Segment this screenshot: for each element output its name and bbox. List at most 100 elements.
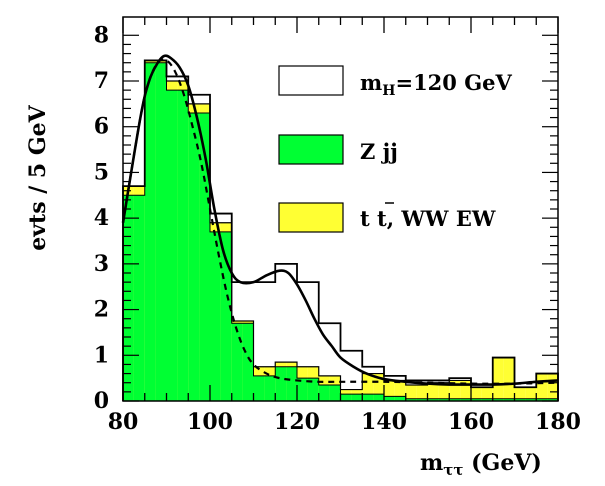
y-tick-label: 1 (94, 342, 109, 368)
fit-total-curve (121, 54, 559, 386)
y-tick-label: 5 (94, 159, 109, 185)
bar-ttww (449, 380, 461, 401)
bar-zjj (471, 398, 482, 401)
bar-signal (340, 350, 352, 401)
bar-signal (297, 282, 308, 401)
bar-zjj (351, 394, 363, 401)
bar-zjj (264, 375, 276, 401)
bar-zjj (514, 398, 526, 401)
x-tick-label: 160 (448, 409, 494, 435)
bar-zjj (416, 398, 428, 401)
bar-ttww (547, 373, 558, 401)
y-tick-label: 7 (94, 68, 109, 94)
bar-signal (351, 350, 363, 401)
bar-zjj (318, 385, 330, 401)
x-axis-title: mττ (GeV) (420, 450, 542, 479)
x-axis-title-unit: (GeV) (463, 450, 541, 476)
bar-signal (307, 282, 319, 401)
legend-label-signal-rest: =120 GeV (395, 70, 512, 95)
bar-zjj (166, 90, 178, 402)
bar-ttww (503, 357, 515, 401)
bar-zjj (144, 62, 156, 401)
x-tick-label: 80 (108, 409, 139, 435)
bar-ttww (394, 380, 406, 401)
bar-ttww (536, 373, 548, 401)
bar-ttww (514, 387, 526, 401)
bar-zjj (427, 398, 439, 401)
bar-zjj (253, 375, 265, 401)
bar-zjj (394, 396, 406, 401)
bar-zjj (503, 398, 515, 401)
bar-ttww (438, 382, 450, 401)
x-axis: 80 100 120 140 160 180 (108, 17, 581, 435)
bar-signal (329, 323, 341, 401)
bar-zjj (155, 62, 167, 401)
bar-ttww (525, 387, 537, 401)
fit-background-curve (121, 58, 559, 385)
plot-area (121, 54, 559, 402)
bar-zjj (384, 396, 395, 401)
bar-signal (318, 323, 330, 401)
bar-zjj (449, 398, 461, 401)
y-axis-title: evts / 5 GeV (25, 104, 51, 250)
bar-zjj (286, 366, 297, 401)
bar-ttww (416, 385, 428, 401)
bar-zjj (297, 378, 308, 401)
bar-zjj (275, 366, 287, 401)
bar-zjj (210, 231, 221, 401)
bar-zjj (199, 113, 210, 401)
bar-zjj (460, 398, 471, 401)
bar-zjj (329, 385, 341, 401)
legend-swatch-zjj (278, 134, 344, 165)
bar-ttww (471, 387, 482, 401)
bar-zjj (481, 398, 493, 401)
bar-ttww (427, 382, 439, 401)
bar-signal (275, 263, 287, 401)
bar-zjj (307, 378, 319, 401)
bar-ttww (373, 373, 384, 401)
y-tick-label: 2 (94, 297, 109, 323)
bar-zjj (123, 195, 134, 401)
step-outline-signal (122, 59, 559, 401)
legend-swatch-bkg (278, 202, 344, 233)
x-axis-title-sub: ττ (443, 461, 463, 479)
legend-label-signal-sub: H (382, 83, 395, 99)
legend-label-signal: mH=120 GeV (360, 70, 513, 99)
bar-signal (264, 282, 276, 401)
plot-frame (122, 16, 559, 402)
y-tick-label: 3 (94, 251, 109, 277)
y-tick-label: 8 (94, 22, 109, 48)
bar-zjj (405, 398, 417, 401)
y-axis: 0 1 2 3 4 5 6 7 8 (94, 22, 558, 414)
bar-signal (286, 263, 297, 401)
x-tick-label: 120 (274, 409, 320, 435)
bar-ttww (460, 380, 471, 401)
legend-label-bkg: t t, WW EW (360, 206, 496, 231)
bar-ttww (405, 385, 417, 401)
bar-zjj (188, 113, 200, 401)
legend-label-signal-main: m (360, 70, 382, 95)
bar-zjj (373, 394, 384, 401)
bar-zjj (547, 398, 558, 401)
bar-ttww (481, 387, 493, 401)
bar-zjj (536, 398, 548, 401)
bar-ttww (492, 357, 504, 401)
y-tick-label: 0 (94, 388, 109, 414)
legend: mH=120 GeV Z jj t t, WW EW (278, 65, 513, 233)
legend-swatch-signal (278, 65, 344, 96)
bar-zjj (242, 323, 254, 401)
x-tick-label: 100 (187, 409, 233, 435)
legend-label-zjj: Z jj (360, 139, 398, 164)
y-tick-label: 6 (94, 114, 109, 140)
bar-zjj (133, 195, 145, 401)
bar-zjj (340, 394, 352, 401)
bar-zjj (362, 394, 374, 401)
x-axis-title-main: m (420, 450, 443, 476)
bar-zjj (525, 398, 537, 401)
bar-signal (253, 282, 265, 401)
x-tick-label: 180 (535, 409, 581, 435)
bar-zjj (438, 398, 450, 401)
bar-zjj (177, 90, 189, 402)
y-tick-label: 4 (94, 205, 109, 231)
